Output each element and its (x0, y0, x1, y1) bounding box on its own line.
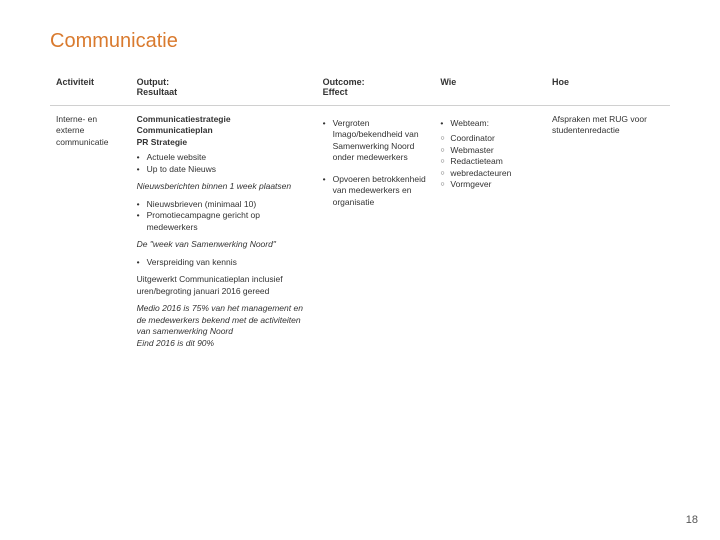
output-strategie-l2: Communicatieplan (137, 125, 311, 136)
list-item: Vormgever (440, 179, 540, 190)
col-output: Output: Resultaat (131, 69, 317, 106)
list-item: Promotiecampagne gericht op medewerkers (137, 210, 311, 233)
list-item: Opvoeren betrokkenheid van medewerkers e… (323, 174, 429, 208)
table-header-row: Activiteit Output: Resultaat Outcome: Ef… (50, 69, 670, 106)
output-italic-3: Medio 2016 is 75% van het management en … (137, 303, 311, 349)
col-wie: Wie (434, 69, 546, 106)
outcome-bullets: Vergroten Imago/bekendheid van Samenwerk… (323, 118, 429, 164)
page-number: 18 (686, 514, 698, 526)
outcome-bullets-2: Opvoeren betrokkenheid van medewerkers e… (323, 174, 429, 208)
page-title: Communicatie (50, 30, 670, 53)
col-outcome: Outcome: Effect (317, 69, 435, 106)
list-item: Up to date Nieuws (137, 164, 311, 175)
list-item: Redactieteam (440, 156, 540, 167)
cell-hoe: Afspraken met RUG voor studentenredactie (546, 106, 670, 363)
wie-lead: Webteam: (440, 118, 540, 129)
col-output-l1: Output: (137, 77, 169, 87)
output-bullets-3: Verspreiding van kennis (137, 257, 311, 268)
list-item: Vergroten Imago/bekendheid van Samenwerk… (323, 118, 429, 164)
col-hoe: Hoe (546, 69, 670, 106)
output-strategie-l3: PR Strategie (137, 137, 311, 148)
list-item: Coordinator (440, 133, 540, 144)
output-strategie-l1: Communicatiestrategie (137, 114, 311, 125)
cell-activiteit: Interne- en externe communicatie (50, 106, 131, 363)
list-item: Webmaster (440, 145, 540, 156)
output-bullets-1: Actuele website Up to date Nieuws (137, 152, 311, 175)
list-item: Verspreiding van kennis (137, 257, 311, 268)
col-outcome-l2: Effect (323, 87, 348, 97)
wie-lead-list: Webteam: (440, 118, 540, 129)
list-item: Nieuwsbrieven (minimaal 10) (137, 199, 311, 210)
output-italic-1: Nieuwsberichten binnen 1 week plaatsen (137, 181, 311, 192)
cell-output: Communicatiestrategie Communicatieplan P… (131, 106, 317, 363)
cell-wie: Webteam: Coordinator Webmaster Redactiet… (434, 106, 546, 363)
list-item: webredacteuren (440, 168, 540, 179)
col-activiteit: Activiteit (50, 69, 131, 106)
cell-outcome: Vergroten Imago/bekendheid van Samenwerk… (317, 106, 435, 363)
col-outcome-l1: Outcome: (323, 77, 365, 87)
wie-subitems: Coordinator Webmaster Redactieteam webre… (440, 133, 540, 190)
output-para-2: Uitgewerkt Communicatieplan inclusief ur… (137, 274, 311, 297)
output-italic-2: De "week van Samenwerking Noord" (137, 239, 311, 250)
list-item: Actuele website (137, 152, 311, 163)
plan-table: Activiteit Output: Resultaat Outcome: Ef… (50, 69, 670, 363)
col-output-l2: Resultaat (137, 87, 178, 97)
output-bullets-2: Nieuwsbrieven (minimaal 10) Promotiecamp… (137, 199, 311, 233)
table-row: Interne- en externe communicatie Communi… (50, 106, 670, 363)
